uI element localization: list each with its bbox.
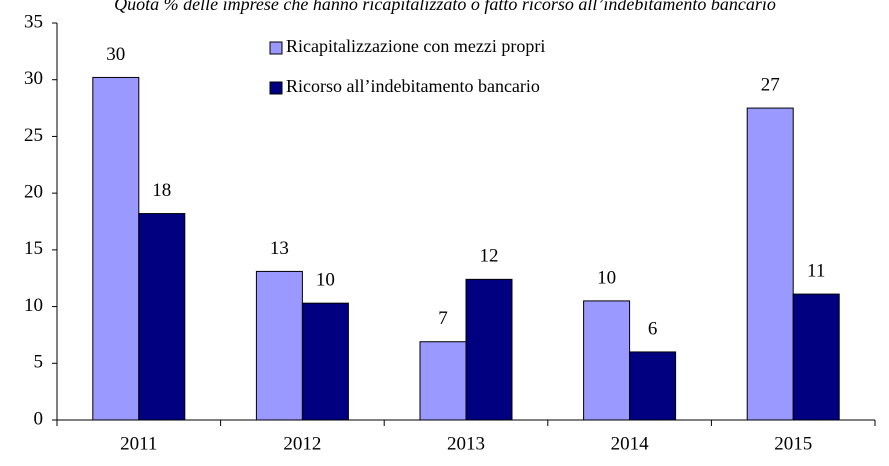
y-tick-label: 35 <box>24 11 43 32</box>
value-label: 6 <box>648 318 658 339</box>
bar <box>629 351 677 421</box>
chart-title: Quota % delle imprese che hanno ricapita… <box>114 0 776 14</box>
x-tick-label: 2013 <box>447 433 485 454</box>
legend-label: Ricorso all’indebitamento bancario <box>286 76 540 96</box>
legend-swatch <box>269 41 283 55</box>
value-label: 12 <box>480 246 499 267</box>
value-label: 10 <box>316 270 335 291</box>
bar <box>138 213 186 421</box>
value-label: 11 <box>807 260 825 281</box>
value-label: 7 <box>438 308 448 329</box>
bar <box>583 300 631 421</box>
y-tick-label: 0 <box>34 408 44 429</box>
legend-swatch <box>269 81 283 95</box>
y-tick-label: 15 <box>24 238 43 259</box>
value-label: 13 <box>270 238 289 259</box>
x-tick-label: 2015 <box>774 433 812 454</box>
y-tick-label: 20 <box>24 182 43 203</box>
value-label: 30 <box>106 44 125 65</box>
y-tick-label: 10 <box>24 295 43 316</box>
bar <box>792 293 840 421</box>
bar <box>92 76 140 421</box>
bar <box>419 341 467 421</box>
y-tick-label: 30 <box>24 68 43 89</box>
bar <box>255 270 303 421</box>
y-tick-label: 5 <box>34 352 44 373</box>
bar <box>301 302 349 421</box>
x-tick-label: 2012 <box>283 433 321 454</box>
value-label: 18 <box>152 180 171 201</box>
x-tick-label: 2014 <box>611 433 650 454</box>
value-label: 27 <box>761 74 780 95</box>
bar <box>746 107 794 421</box>
y-tick-label: 25 <box>24 125 43 146</box>
x-tick-label: 2011 <box>120 433 157 454</box>
value-label: 10 <box>597 267 616 288</box>
legend-label: Ricapitalizzazione con mezzi propri <box>286 36 545 56</box>
bar <box>465 278 513 421</box>
